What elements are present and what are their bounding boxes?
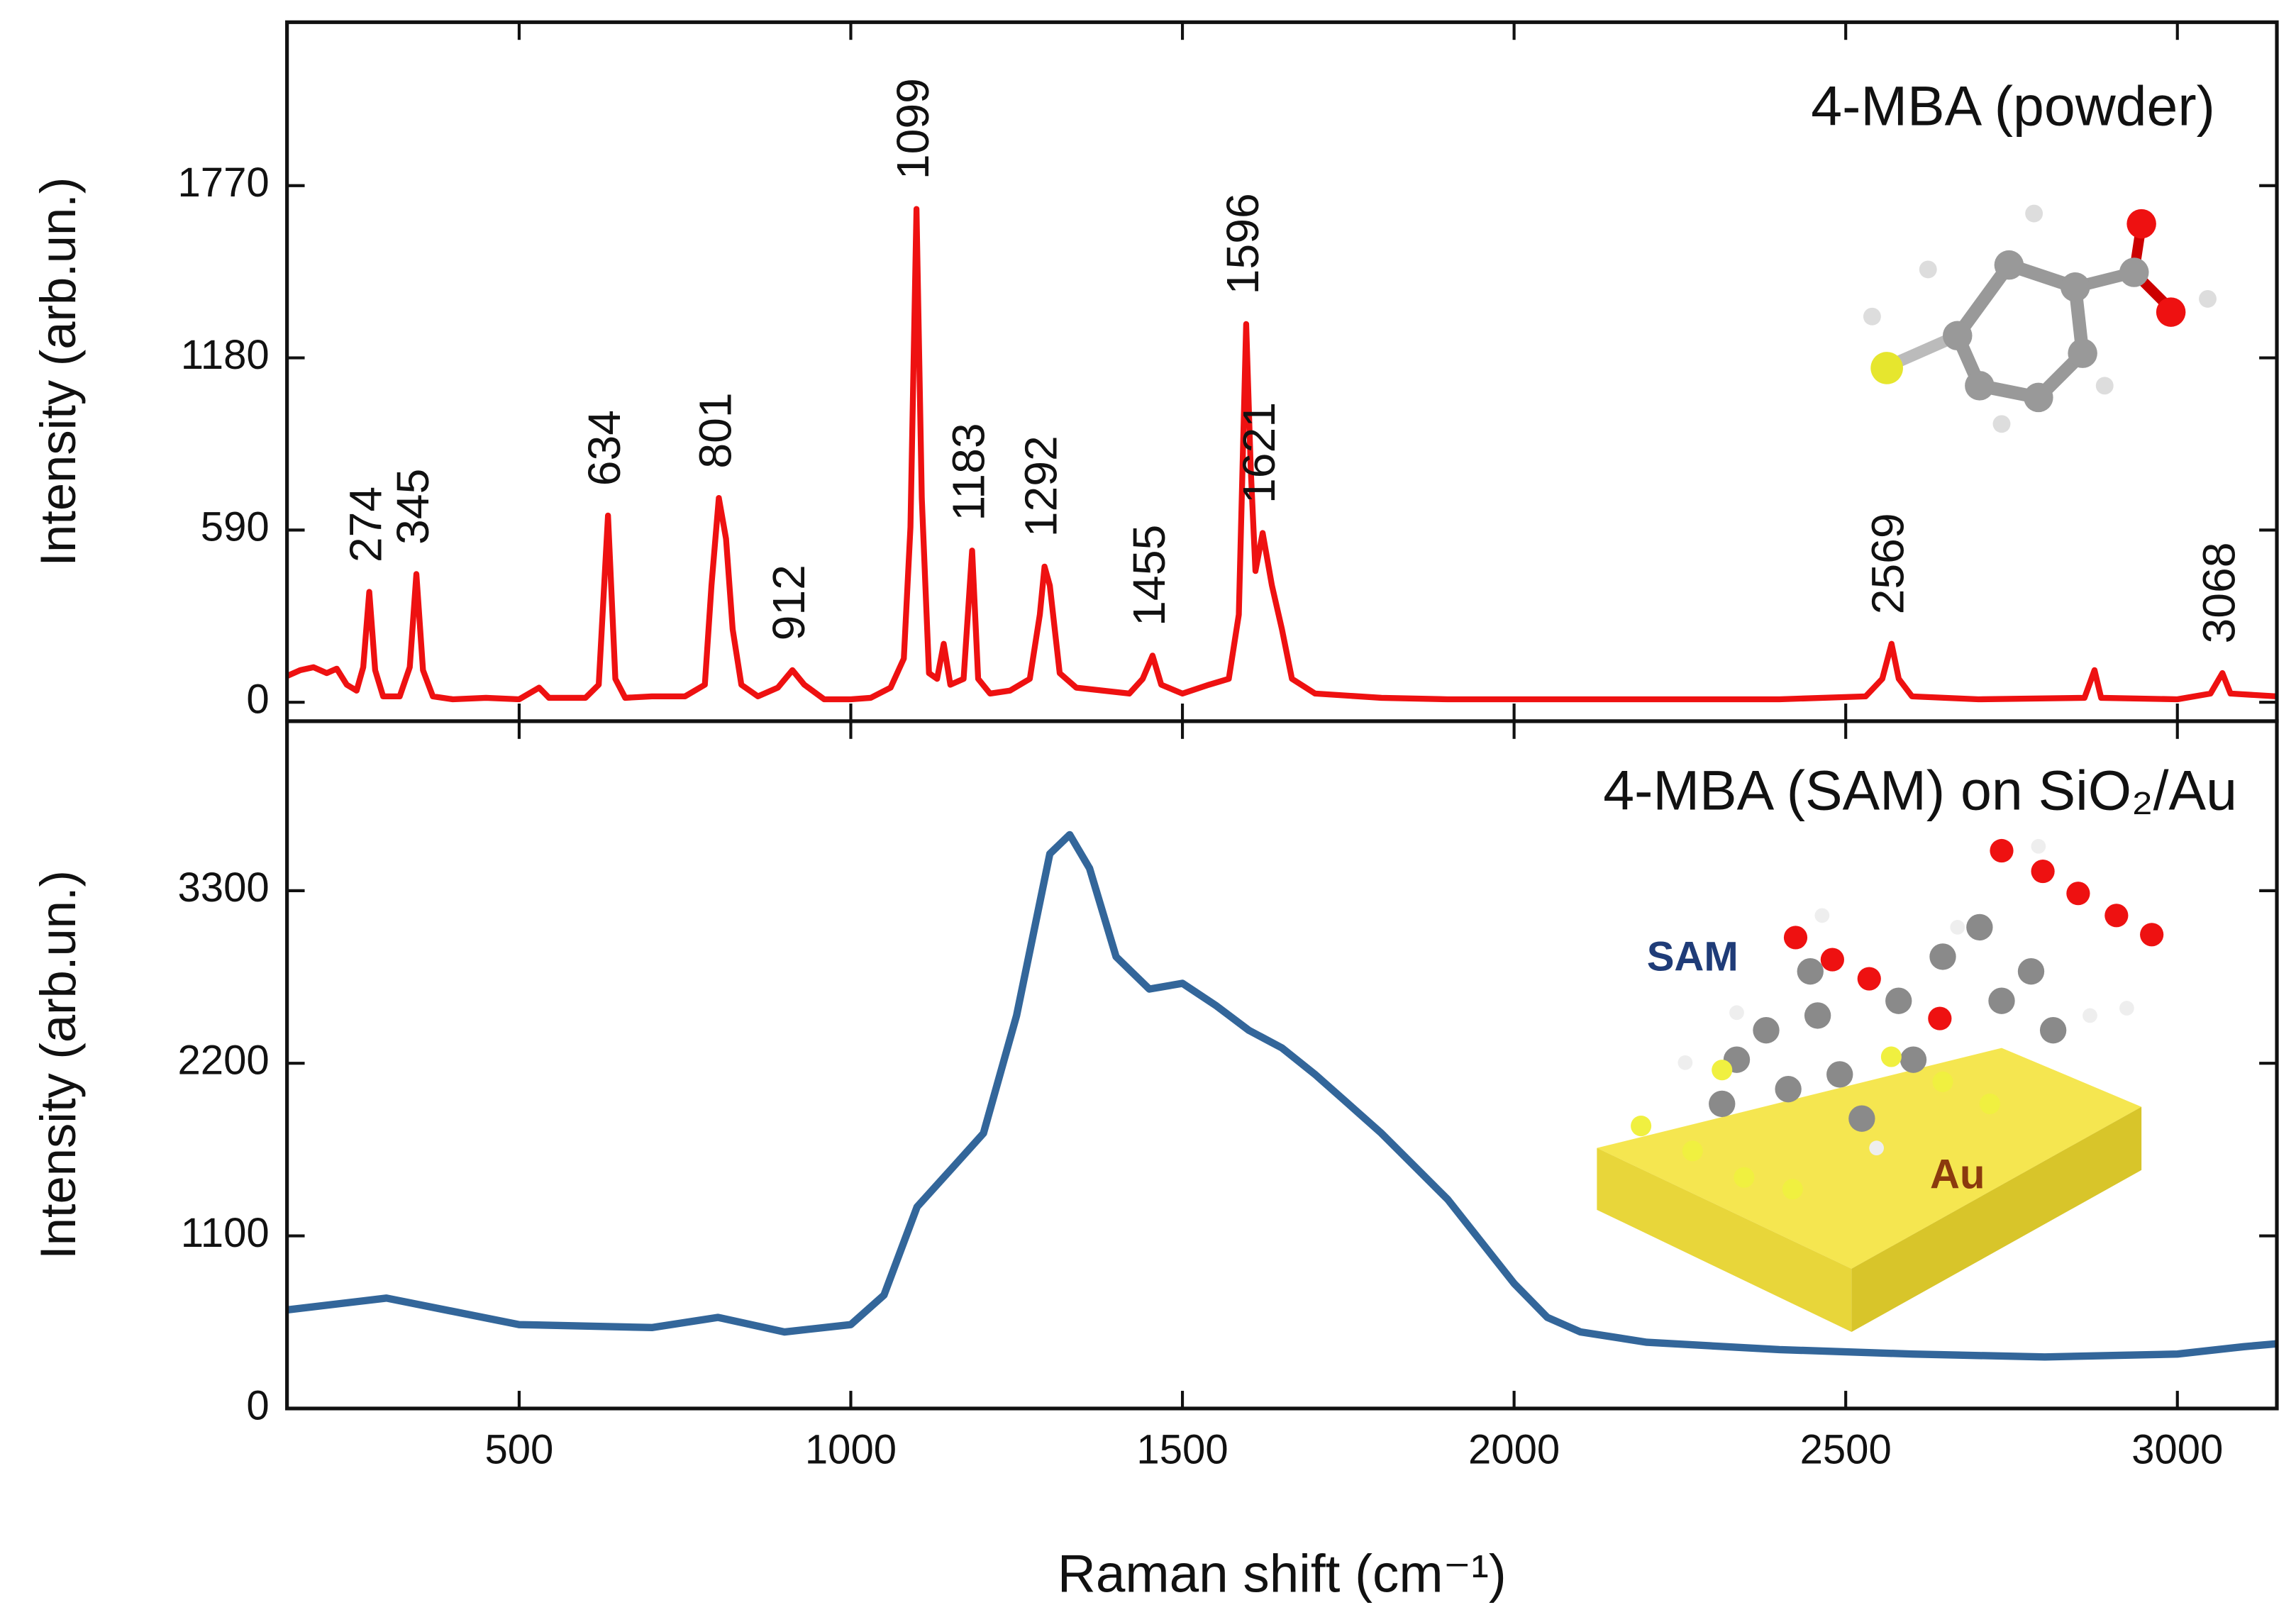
peak-label: 1596 <box>1217 193 1268 294</box>
panel-title: 4-MBA (powder) <box>1811 75 2215 138</box>
y-tick-label: 1100 <box>181 1210 270 1256</box>
data-line <box>285 206 2278 703</box>
y-axis-label: Intensity (arb.un.) <box>30 870 86 1260</box>
x-tick-label: 2000 <box>1468 1427 1560 1473</box>
sam-illustration <box>1597 838 2164 1333</box>
molecule-illustration <box>1863 204 2217 433</box>
x-tick-label: 2500 <box>1800 1427 1892 1473</box>
peak-label: 1183 <box>943 423 994 521</box>
y-tick-label: 1180 <box>181 332 270 378</box>
peak-label: 345 <box>387 469 438 545</box>
peak-label: 634 <box>579 410 630 486</box>
y-tick-label: 2200 <box>177 1038 269 1084</box>
peak-label: 3068 <box>2193 542 2244 643</box>
peak-label: 1292 <box>1016 435 1067 537</box>
x-axis-label: Raman shift (cm⁻¹) <box>1058 1543 1507 1603</box>
peak-label: 912 <box>763 565 814 640</box>
peak-label: 1099 <box>887 78 938 179</box>
data-line <box>287 831 2278 1361</box>
y-tick-label: 1770 <box>177 160 269 206</box>
illustration-label: Au <box>1930 1152 1985 1198</box>
x-tick-label: 500 <box>484 1427 553 1473</box>
y-tick-label: 0 <box>246 677 269 723</box>
panel-title: 4-MBA (SAM) on SiO₂/Au <box>1603 760 2237 822</box>
peak-label: 274 <box>340 487 392 562</box>
illustration-label: SAM <box>1647 933 1738 979</box>
x-tick-label: 1500 <box>1136 1427 1228 1473</box>
peak-label: 1621 <box>1233 402 1285 504</box>
y-tick-label: 3300 <box>177 865 269 911</box>
x-tick-label: 1000 <box>805 1427 897 1473</box>
peak-label: 801 <box>689 392 741 468</box>
y-tick-label: 0 <box>246 1382 269 1428</box>
y-tick-label: 590 <box>201 504 270 550</box>
y-axis-label: Intensity (arb.un.) <box>30 177 86 567</box>
peak-label: 2569 <box>1863 513 1914 614</box>
peak-label: 1455 <box>1124 525 1175 626</box>
x-tick-label: 3000 <box>2131 1427 2223 1473</box>
plot-frame <box>285 719 2279 1411</box>
